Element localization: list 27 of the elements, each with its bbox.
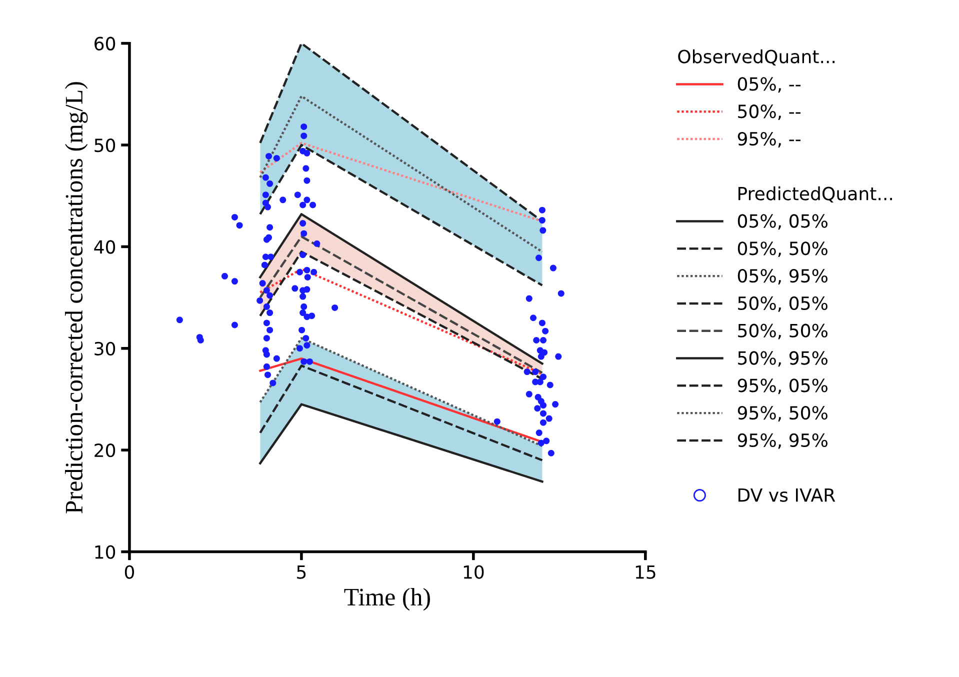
y-tick-label: 10	[95, 545, 116, 559]
legend-label: 95%, 50%	[738, 406, 828, 422]
legend-label: 05%, 50%	[738, 242, 828, 258]
x-tick-label: 10	[464, 565, 484, 579]
x-tick-label: 5	[297, 566, 306, 579]
legend-title: ObservedQuant...	[678, 49, 835, 66]
y-tick-label: 30	[94, 342, 116, 356]
x-tick-label: 0	[124, 565, 134, 579]
y-tick-label: 40	[94, 240, 116, 254]
x-axis-title: Time (h)	[344, 588, 430, 611]
legend-label: DV vs IVAR	[738, 488, 836, 502]
legend-label: 95%, 95%	[738, 433, 828, 449]
y-tick-label: 50	[94, 138, 116, 152]
y-tick-label: 60	[94, 36, 116, 50]
legend-label: 05%, 05%	[738, 214, 828, 230]
legend-label: 05%, --	[738, 77, 800, 93]
y-tick-label: 20	[94, 444, 116, 458]
text: PredictedQuant...	[738, 186, 892, 202]
legend-label: 50%, --	[738, 104, 800, 120]
legend-label: 95%, 05%	[738, 378, 828, 394]
legend-label: 05%, 95%	[738, 268, 828, 284]
x-tick-label: 15	[636, 566, 656, 579]
legend-label: 50%, 50%	[738, 324, 828, 340]
legend-label: 50%, 95%	[738, 351, 828, 367]
legend-label: 50%, 05%	[738, 296, 828, 312]
legend-label: 95%, --	[738, 132, 800, 148]
y-axis-title: Prediction-corrected concentrations (mg/L)	[64, 82, 88, 514]
